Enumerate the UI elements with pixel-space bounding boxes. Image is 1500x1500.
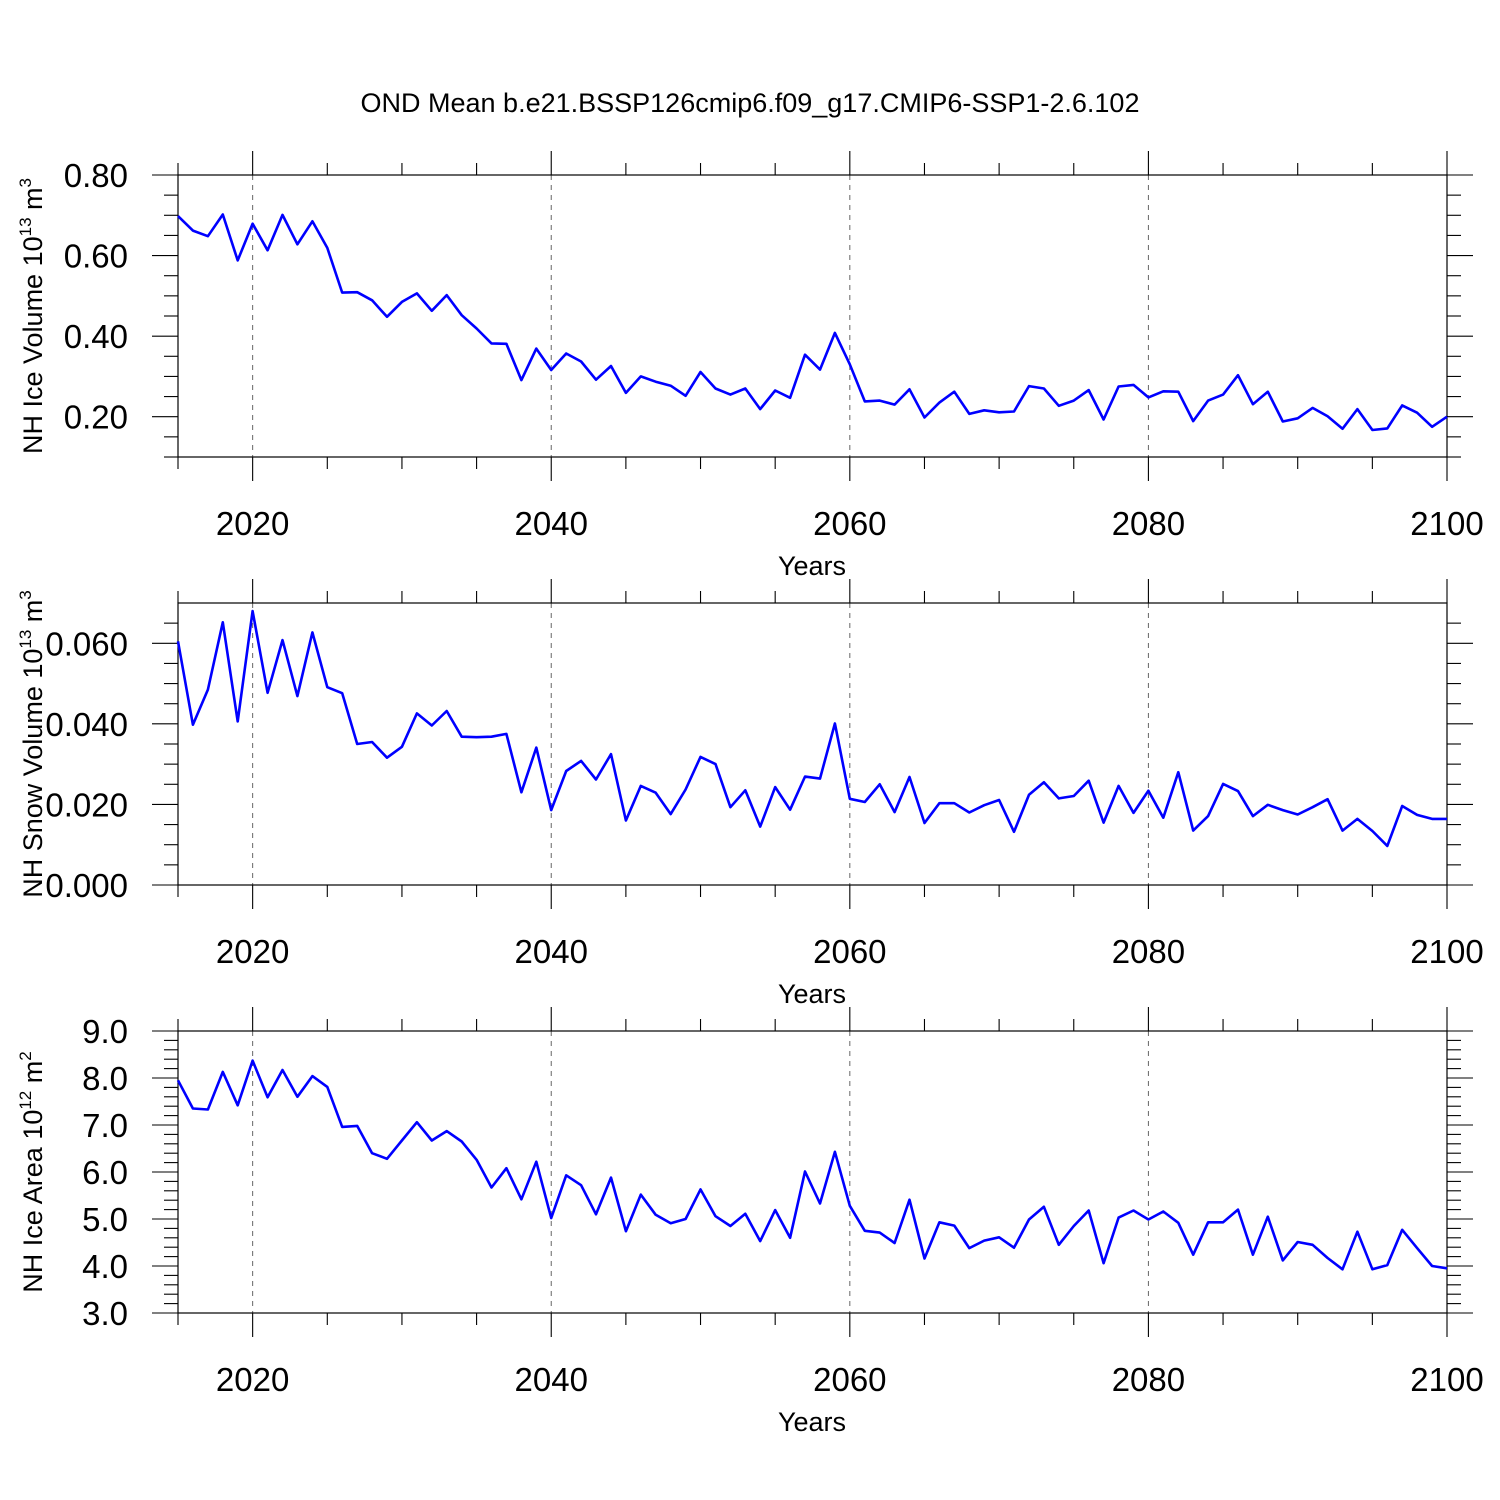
panel-3: 2020 2040 2060 2080 2100 Years 3.0 4.0 5.0 6.0 7.0… xyxy=(16,1007,1484,1437)
y-label-text: NH Snow Volume 10 xyxy=(18,649,48,898)
y-tick-label: 0.60 xyxy=(64,238,128,275)
y-tick-label: 0.040 xyxy=(45,706,128,743)
y-axis-label: NH Ice Area 1012 m2 xyxy=(16,1051,48,1292)
y-axis-label: NH Snow Volume 1013 m3 xyxy=(16,590,48,898)
x-axis-label: Years xyxy=(778,979,846,1009)
panels: 2020 2040 2060 2080 2100 Years 0.20 0.40 0.60 0.8… xyxy=(16,151,1484,1437)
y-label-unit-exponent: 2 xyxy=(16,1051,35,1060)
x-tick-label: 2100 xyxy=(1410,1361,1483,1398)
panel-1: 2020 2040 2060 2080 2100 Years 0.20 0.40 0.60 0.8… xyxy=(16,151,1484,581)
y-tick-label: 6.0 xyxy=(82,1154,128,1191)
y-tick-label: 0.80 xyxy=(64,157,128,194)
x-tick-label: 2020 xyxy=(216,1361,289,1398)
x-tick-label: 2020 xyxy=(216,505,289,542)
panel-2: 2020 2040 2060 2080 2100 Years 0.000 0.020 0.040… xyxy=(16,579,1484,1009)
y-tick-label: 5.0 xyxy=(82,1201,128,1238)
x-tick-label: 2040 xyxy=(515,1361,588,1398)
y-tick-label: 4.0 xyxy=(82,1248,128,1285)
x-tick-label: 2020 xyxy=(216,933,289,970)
series-line-nh-ice-volume xyxy=(177,213,1448,432)
y-tick-label: 3.0 xyxy=(82,1295,128,1332)
y-label-unit: m xyxy=(18,1061,48,1091)
series-line-nh-snow-volume xyxy=(176,609,1447,848)
y-axis-label: NH Ice Volume 1013 m3 xyxy=(16,178,48,454)
x-axis-label: Years xyxy=(778,1407,846,1437)
plot-frame xyxy=(177,174,1448,458)
plot-frame xyxy=(177,1030,1448,1314)
y-tick-label: 0.40 xyxy=(64,318,128,355)
y-label-unit: m xyxy=(18,600,48,630)
series-line-nh-ice-area xyxy=(176,1059,1448,1271)
x-tick-label: 2040 xyxy=(515,505,588,542)
y-label-unit-exponent: 3 xyxy=(16,178,35,187)
y-tick-label: 7.0 xyxy=(82,1107,128,1144)
y-label-exponent: 12 xyxy=(16,1091,35,1110)
y-tick-label: 0.020 xyxy=(45,786,128,823)
y-tick-label: 0.20 xyxy=(64,399,128,436)
figure-title: OND Mean b.e21.BSSP126cmip6.f09_g17.CMIP… xyxy=(361,88,1140,118)
y-label-text: NH Ice Volume 10 xyxy=(18,236,48,454)
x-tick-label: 2100 xyxy=(1410,933,1483,970)
y-tick-label: 9.0 xyxy=(82,1013,128,1050)
y-tick-label: 0.060 xyxy=(45,625,128,662)
x-tick-label: 2080 xyxy=(1112,505,1185,542)
x-tick-label: 2080 xyxy=(1112,1361,1185,1398)
y-label-unit-exponent: 3 xyxy=(16,590,35,599)
y-label-exponent: 13 xyxy=(16,217,35,236)
y-label-unit: m xyxy=(18,187,48,217)
x-tick-label: 2060 xyxy=(813,1361,886,1398)
x-tick-label: 2060 xyxy=(813,933,886,970)
x-tick-label: 2100 xyxy=(1410,505,1483,542)
y-label-text: NH Ice Area 10 xyxy=(18,1110,48,1293)
y-tick-label: 8.0 xyxy=(82,1060,128,1097)
y-label-exponent: 13 xyxy=(16,630,35,649)
plot-frame xyxy=(177,602,1448,886)
x-axis-label: Years xyxy=(778,551,846,581)
x-tick-label: 2080 xyxy=(1112,933,1185,970)
y-tick-label: 0.000 xyxy=(45,867,128,904)
x-tick-label: 2040 xyxy=(515,933,588,970)
x-tick-label: 2060 xyxy=(813,505,886,542)
